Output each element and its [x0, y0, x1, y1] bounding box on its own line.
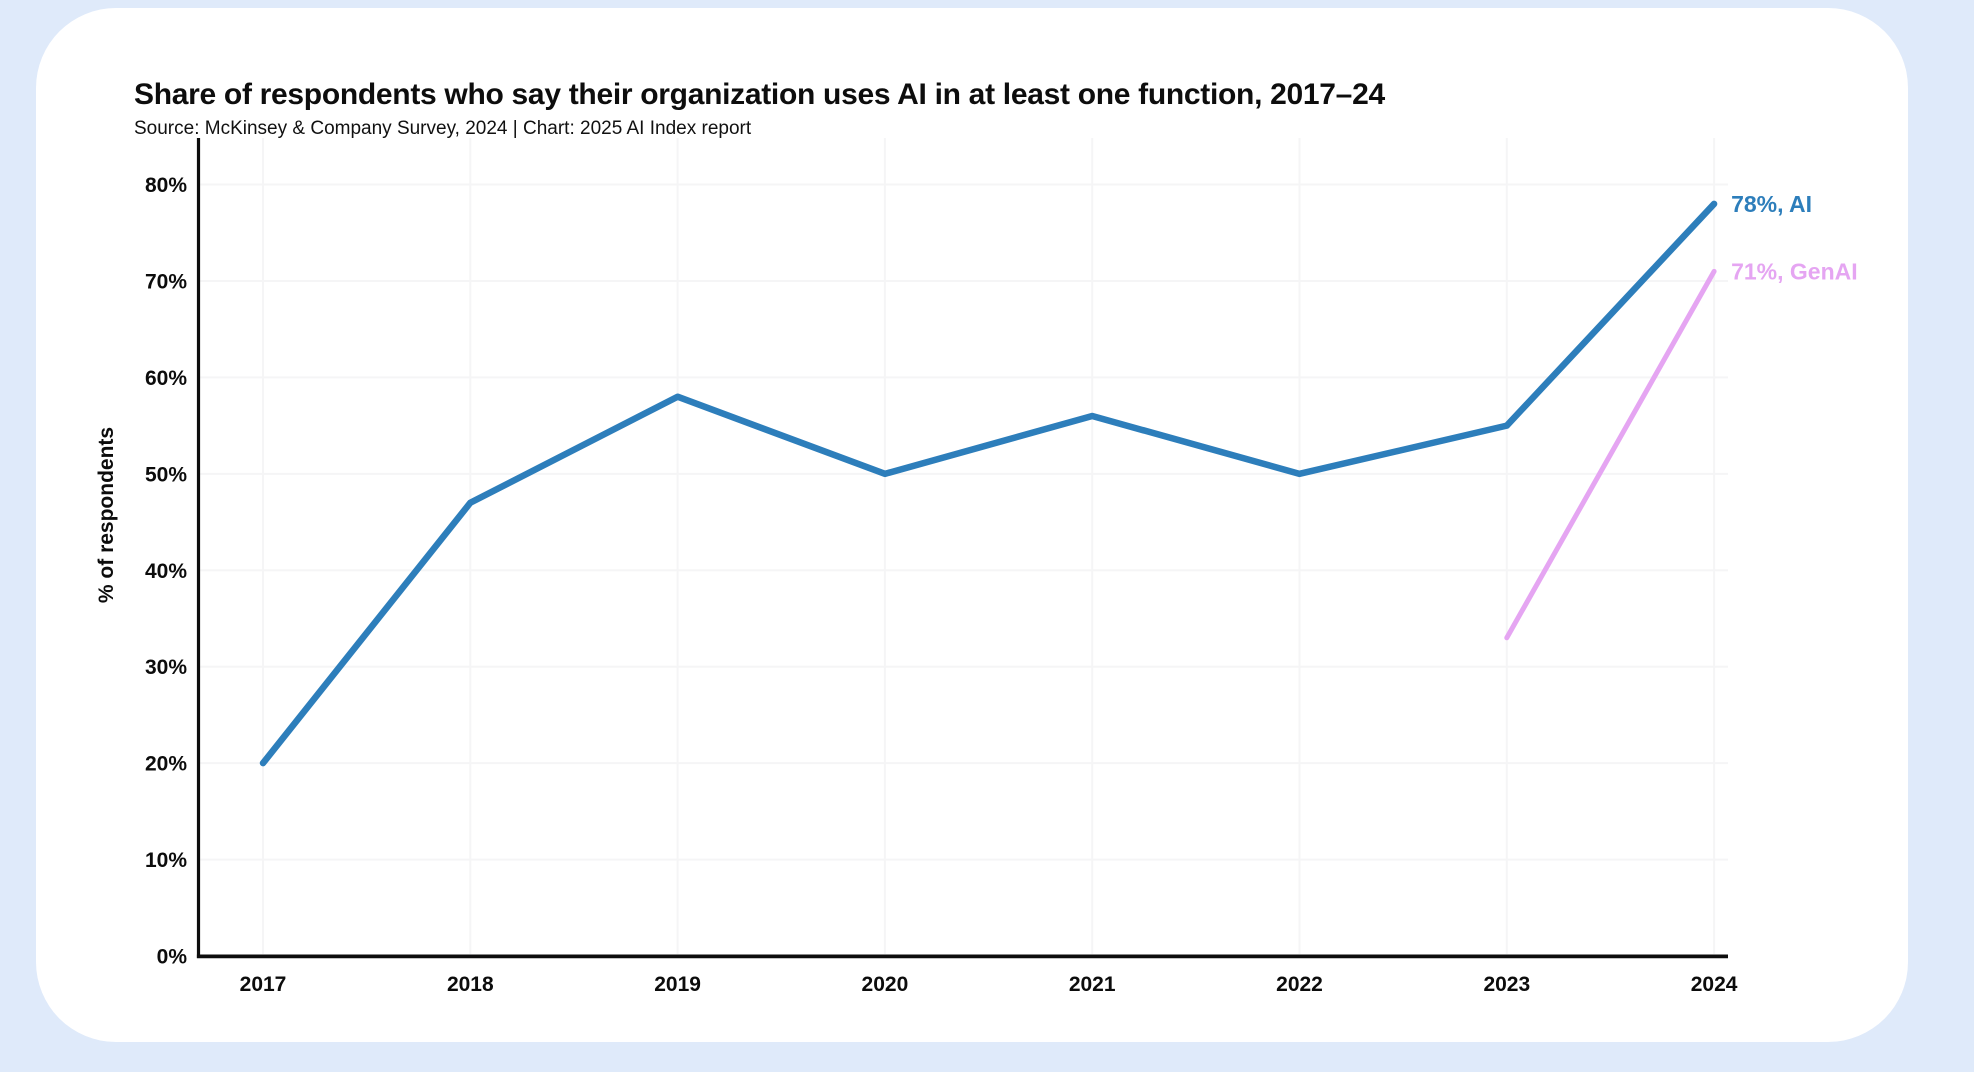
y-tick-label-0: 0%: [157, 946, 188, 969]
x-tick-label-2018: 2018: [447, 973, 494, 996]
chart-source-caption: Source: McKinsey & Company Survey, 2024 …: [134, 118, 752, 139]
y-tick-label-40: 40%: [145, 560, 187, 583]
x-tick-label-2023: 2023: [1483, 973, 1530, 996]
x-tick-label-2020: 2020: [862, 973, 909, 996]
y-tick-label-10: 10%: [145, 849, 187, 872]
chart-title: Share of respondents who say their organ…: [134, 78, 1385, 111]
y-tick-label-20: 20%: [145, 753, 187, 776]
chart-card: Share of respondents who say their organ…: [36, 8, 1908, 1042]
x-tick-label-2021: 2021: [1069, 973, 1116, 996]
y-tick-label-30: 30%: [145, 656, 187, 679]
x-tick-label-2017: 2017: [240, 973, 287, 996]
series-line-genai: [1504, 268, 1717, 641]
y-tick-label-50: 50%: [145, 463, 187, 486]
y-axis-title: % of respondents: [95, 427, 118, 603]
y-tick-label-80: 80%: [145, 174, 187, 197]
y-tick-label-60: 60%: [145, 367, 187, 390]
x-tick-label-2024: 2024: [1691, 973, 1738, 996]
x-tick-label-2022: 2022: [1276, 973, 1323, 996]
series-end-label-ai: 78%, AI: [1731, 191, 1812, 217]
series-line-ai: [259, 200, 1718, 767]
x-tick-label-2019: 2019: [654, 973, 701, 996]
series-end-label-genai: 71%, GenAI: [1731, 258, 1858, 284]
y-tick-label-70: 70%: [145, 270, 187, 293]
